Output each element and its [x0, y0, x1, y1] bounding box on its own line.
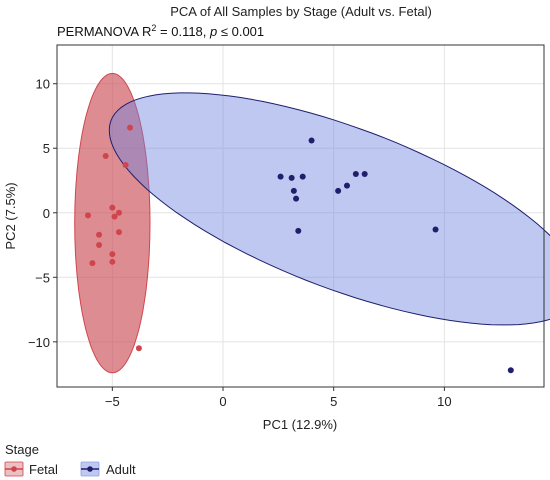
- y-tick-label: 5: [43, 141, 50, 156]
- subtitle-mid: = 0.118,: [156, 24, 210, 39]
- subtitle-prefix: PERMANOVA R: [57, 24, 151, 39]
- point-fetal: [115, 209, 122, 216]
- legend-item-adult: Adult: [80, 461, 136, 477]
- subtitle-suffix: ≤ 0.001: [217, 24, 264, 39]
- point-fetal: [111, 213, 118, 220]
- point-fetal: [115, 229, 122, 236]
- point-fetal: [89, 260, 96, 267]
- ellipse-adult: [108, 92, 550, 326]
- points: [84, 124, 514, 374]
- x-axis-ticks: −5 0 5 10: [105, 387, 452, 409]
- point-adult: [432, 226, 439, 233]
- legend-label-fetal: Fetal: [29, 462, 58, 477]
- point-adult: [507, 367, 514, 374]
- plot-area: [56, 44, 550, 388]
- chart-subtitle: PERMANOVA R2 = 0.118, p ≤ 0.001: [57, 23, 264, 39]
- x-tick-label: 10: [437, 394, 451, 409]
- point-adult: [293, 195, 300, 202]
- y-tick-label: 0: [43, 206, 50, 221]
- point-adult: [299, 173, 306, 180]
- chart-title: PCA of All Samples by Stage (Adult vs. F…: [170, 4, 432, 19]
- plot-border: [56, 44, 545, 388]
- point-adult: [295, 227, 302, 234]
- point-adult: [352, 171, 359, 178]
- point-adult: [343, 182, 350, 189]
- point-adult: [335, 187, 342, 194]
- point-fetal: [135, 345, 142, 352]
- legend-title: Stage: [5, 442, 39, 457]
- x-tick-label: 5: [330, 394, 337, 409]
- x-axis-label: PC1 (12.9%): [263, 417, 337, 432]
- x-tick-label: −5: [105, 394, 120, 409]
- point-adult: [277, 173, 284, 180]
- legend-label-adult: Adult: [106, 462, 136, 477]
- legend-marker-fetal: [11, 466, 17, 472]
- subtitle-superscript: 2: [151, 23, 156, 33]
- point-adult: [308, 137, 315, 144]
- point-fetal: [84, 212, 91, 219]
- point-fetal: [127, 124, 134, 131]
- subtitle-p-italic: p: [209, 24, 217, 39]
- point-fetal: [109, 251, 116, 258]
- point-adult: [361, 171, 368, 178]
- point-fetal: [96, 231, 103, 238]
- y-tick-label: 10: [36, 77, 50, 92]
- y-tick-label: −10: [28, 335, 50, 350]
- y-axis-label: PC2 (7.5%): [3, 182, 18, 249]
- point-adult: [290, 187, 297, 194]
- legend-marker-adult: [87, 466, 93, 472]
- legend: Stage Fetal Adult: [4, 442, 136, 477]
- legend-item-fetal: Fetal: [4, 461, 58, 477]
- ellipse-fetal: [74, 72, 151, 374]
- point-fetal: [96, 242, 103, 249]
- y-axis-ticks: −10 −5 0 5 10: [28, 77, 57, 350]
- x-tick-label: 0: [219, 394, 226, 409]
- ellipses: [74, 72, 550, 374]
- point-fetal: [109, 204, 116, 211]
- y-tick-label: −5: [35, 270, 50, 285]
- point-fetal: [122, 162, 129, 169]
- point-adult: [288, 174, 295, 181]
- point-fetal: [109, 258, 116, 265]
- point-fetal: [102, 152, 109, 159]
